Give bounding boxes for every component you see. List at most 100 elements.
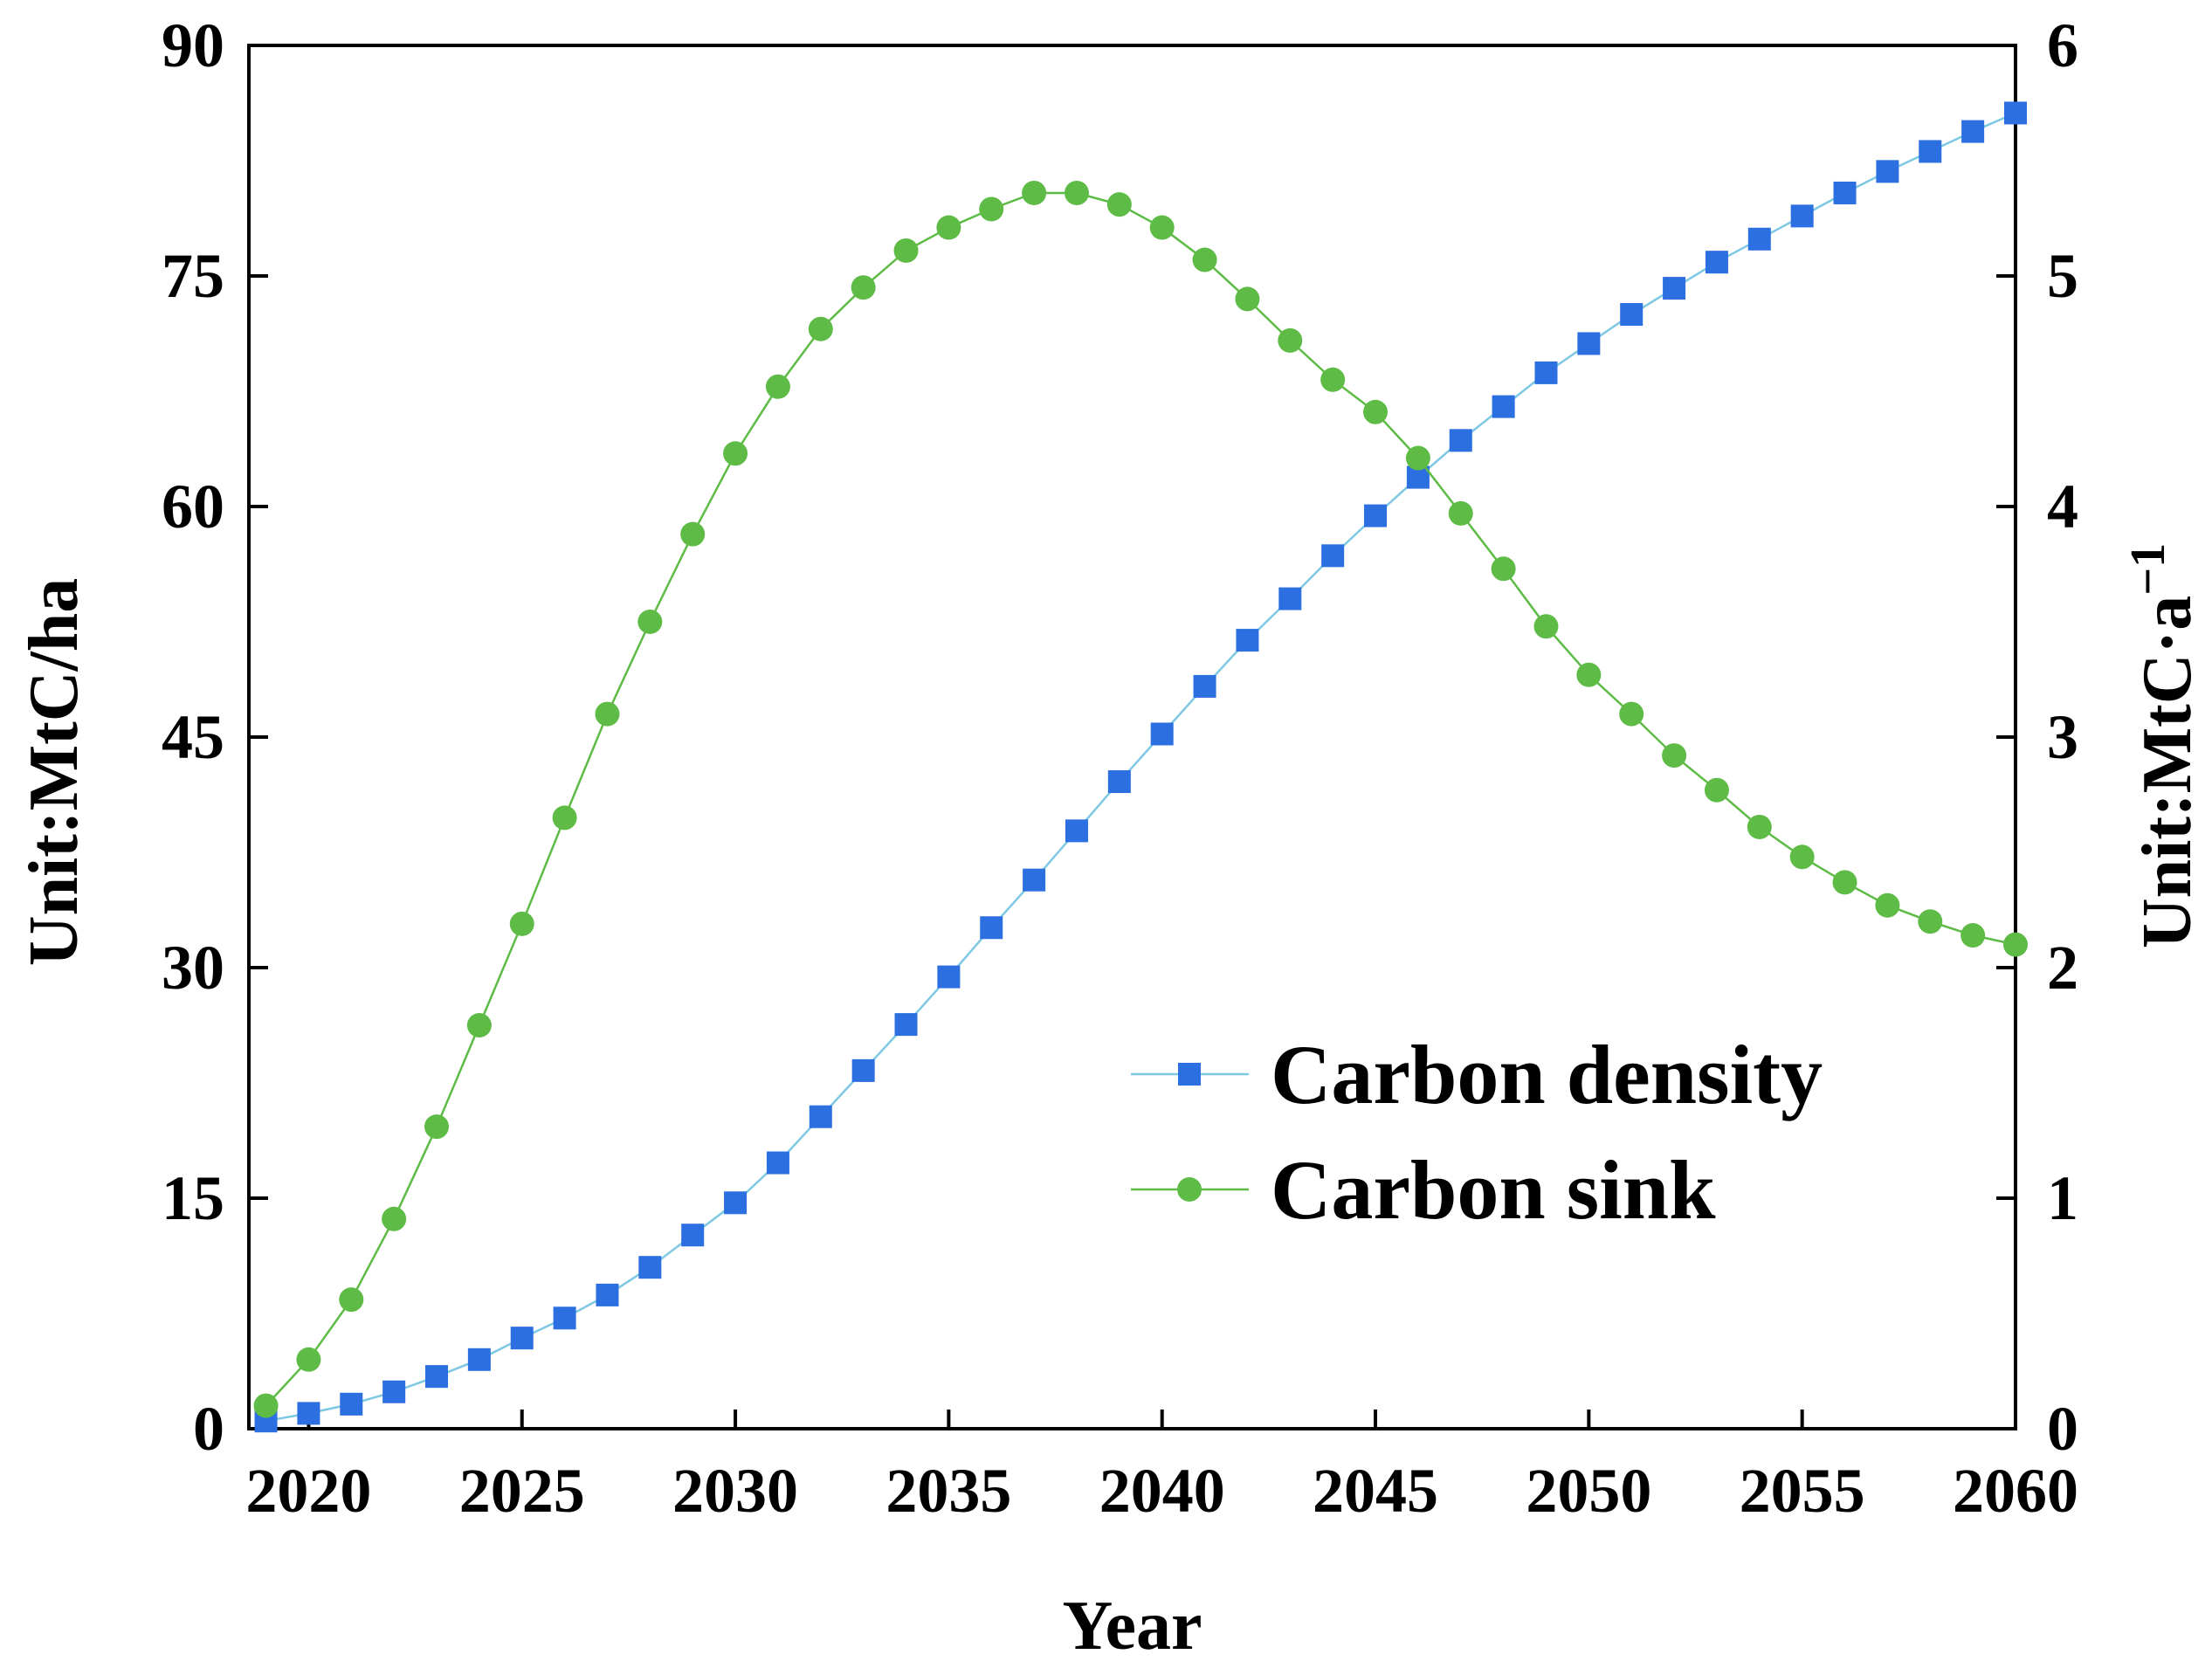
data-point-square xyxy=(1919,140,1942,163)
x-tick-label: 2040 xyxy=(1099,1456,1225,1526)
data-point-square xyxy=(1065,819,1088,843)
data-point-square xyxy=(1107,770,1131,794)
data-point-square xyxy=(382,1380,406,1403)
data-point-square xyxy=(894,1013,918,1037)
legend-item-carbon-sink: Carbon sink xyxy=(1131,1143,1716,1237)
data-point-circle xyxy=(1278,327,1303,353)
data-point-circle xyxy=(1235,286,1260,312)
series-line xyxy=(265,112,2016,1423)
data-point-circle xyxy=(1704,777,1729,803)
x-tick-label: 2050 xyxy=(1526,1456,1651,1526)
data-point-square xyxy=(724,1191,748,1215)
y-left-tick-label: 30 xyxy=(162,933,224,1003)
y-left-tick-label: 90 xyxy=(162,10,224,80)
data-point-circle xyxy=(1576,662,1602,687)
series-carbon-sink xyxy=(253,180,2028,1418)
data-point-circle xyxy=(552,805,577,831)
y-left-tick-label: 75 xyxy=(162,241,224,311)
axis-titles: Year Unit:MtC/ha Unit:MtC·a−1 xyxy=(16,543,2206,1665)
data-point-circle xyxy=(1448,500,1473,526)
data-point-circle xyxy=(1022,180,1047,205)
y-left-tick-label: 15 xyxy=(162,1163,224,1233)
data-point-square xyxy=(1492,395,1515,418)
y-right-tick-label: 4 xyxy=(2047,472,2078,541)
data-point-square xyxy=(596,1283,619,1306)
data-point-circle xyxy=(1875,893,1900,918)
series-carbon-density xyxy=(254,101,2027,1433)
data-point-square xyxy=(1663,277,1686,300)
data-point-circle xyxy=(680,521,706,547)
data-point-square xyxy=(809,1105,832,1128)
y-left-tick-label: 45 xyxy=(162,702,224,772)
x-tick-label: 2020 xyxy=(245,1456,371,1526)
series-line xyxy=(265,191,2016,1407)
data-point-circle xyxy=(1405,445,1430,471)
x-tick-label: 2045 xyxy=(1313,1456,1438,1526)
data-point-circle xyxy=(1363,399,1389,424)
data-point-square xyxy=(1705,251,1728,274)
data-point-square xyxy=(1534,361,1558,384)
y-right-tick-label: 5 xyxy=(2047,241,2078,311)
data-point-circle xyxy=(979,196,1004,222)
x-tick-label: 2025 xyxy=(459,1456,585,1526)
legend-label: Carbon density xyxy=(1271,1028,1823,1121)
data-point-circle xyxy=(1960,923,1986,948)
data-point-circle xyxy=(1789,844,1815,870)
data-point-circle xyxy=(296,1347,321,1372)
data-point-square xyxy=(851,1058,875,1082)
data-point-square xyxy=(2004,101,2027,125)
y-right-tick-label: 3 xyxy=(2047,702,2078,772)
data-point-square xyxy=(1747,227,1771,251)
data-point-square xyxy=(681,1224,705,1247)
data-point-square xyxy=(1876,160,1899,183)
data-point-square xyxy=(297,1402,320,1425)
data-point-circle xyxy=(1149,215,1175,240)
legend-item-carbon-density: Carbon density xyxy=(1131,1028,1823,1121)
data-point-circle xyxy=(1619,701,1644,727)
data-point-square xyxy=(1364,504,1388,527)
data-point-circle xyxy=(382,1206,407,1231)
data-point-circle xyxy=(893,238,919,263)
data-point-circle xyxy=(1832,870,1857,895)
data-point-circle xyxy=(1320,367,1346,392)
y-right-tick-label: 6 xyxy=(2047,10,2078,80)
data-point-square xyxy=(553,1306,576,1330)
series-layer xyxy=(253,101,2028,1433)
legend-label: Carbon sink xyxy=(1271,1143,1716,1237)
data-point-circle xyxy=(1747,814,1772,839)
data-point-square xyxy=(937,965,961,989)
data-point-square xyxy=(1961,120,1985,143)
data-point-circle xyxy=(2003,932,2028,957)
legend-marker-square xyxy=(1178,1063,1201,1086)
data-point-square xyxy=(467,1348,491,1371)
x-tick-label: 2055 xyxy=(1740,1456,1865,1526)
data-point-circle xyxy=(1064,180,1089,205)
data-point-square xyxy=(980,916,1003,940)
data-point-circle xyxy=(808,316,833,341)
data-point-circle xyxy=(637,610,663,634)
data-point-square xyxy=(340,1392,363,1416)
data-point-circle xyxy=(509,911,534,936)
data-point-square xyxy=(1449,429,1472,452)
data-point-circle xyxy=(1533,614,1559,639)
data-point-circle xyxy=(936,215,961,240)
data-point-circle xyxy=(723,441,748,466)
plot-frame xyxy=(247,44,2017,1430)
data-point-circle xyxy=(595,701,620,727)
y-right-tick-label: 0 xyxy=(2047,1394,2078,1464)
data-point-square xyxy=(1150,722,1174,746)
data-point-square xyxy=(766,1151,789,1175)
data-point-square xyxy=(1023,868,1046,892)
data-point-square xyxy=(1193,674,1216,698)
data-point-circle xyxy=(339,1287,364,1313)
data-point-square xyxy=(510,1327,534,1350)
data-point-circle xyxy=(851,275,876,300)
data-point-circle xyxy=(253,1393,279,1418)
data-point-square xyxy=(425,1365,449,1389)
data-point-square xyxy=(638,1256,662,1279)
y-left-tick-label: 0 xyxy=(193,1394,224,1464)
data-point-circle xyxy=(424,1114,450,1140)
y-right-tick-label: 2 xyxy=(2047,933,2078,1003)
